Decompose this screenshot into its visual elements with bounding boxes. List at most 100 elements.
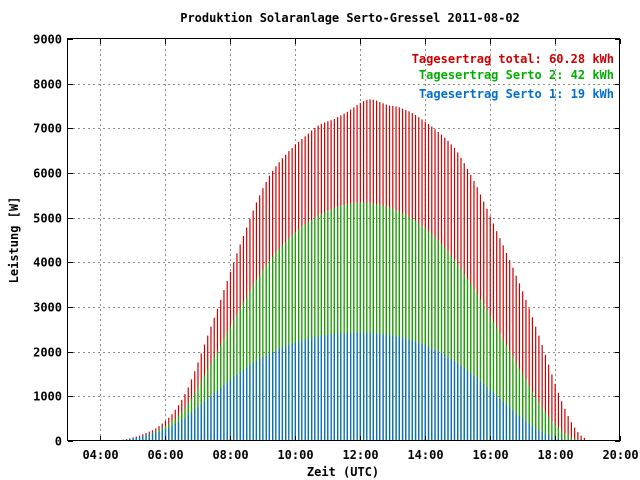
serto-1-bar	[453, 361, 456, 441]
serto-1-bar	[346, 332, 348, 441]
serto-2-bar	[388, 207, 391, 441]
x-tick-label: 04:00	[82, 448, 118, 462]
serto-1-bar	[362, 332, 365, 441]
serto-2-bar	[311, 219, 313, 441]
serto-2-bar	[453, 260, 456, 441]
y-tick-label: 2000	[33, 346, 62, 360]
serto-2-bar	[385, 206, 387, 441]
x-tick-label: 18:00	[537, 448, 573, 462]
serto-1-bar	[541, 432, 543, 441]
serto-1-bar	[304, 339, 306, 441]
serto-1-bar	[324, 335, 326, 441]
serto-2-bar	[330, 209, 332, 441]
serto-2-bar	[505, 344, 508, 441]
serto-1-bar	[255, 361, 258, 441]
x-tick-label: 10:00	[277, 448, 313, 462]
serto-1-bar	[145, 435, 147, 441]
serto-1-bar	[181, 420, 183, 441]
serto-1-bar	[349, 332, 352, 441]
serto-1-bar	[379, 333, 381, 441]
serto-2-bar	[531, 391, 534, 441]
serto-1-bar	[129, 438, 131, 441]
legend-entry-serto-2: Tagesertrag Serto 2: 42 kWh	[419, 68, 614, 82]
serto-2-bar	[463, 273, 465, 441]
serto-2-bar	[272, 256, 274, 441]
serto-1-bar	[184, 417, 186, 441]
serto-2-bar	[359, 202, 361, 441]
serto-1-bar	[515, 413, 517, 441]
serto-2-bar	[476, 294, 478, 441]
serto-2-bar	[427, 231, 430, 441]
serto-1-bar	[447, 357, 449, 441]
serto-1-bar	[366, 332, 368, 441]
y-tick-label: 3000	[33, 301, 62, 315]
serto-1-bar	[307, 338, 309, 441]
serto-2-bar	[554, 424, 556, 441]
serto-2-bar	[369, 203, 371, 441]
x-tick-label: 20:00	[602, 448, 638, 462]
serto-1-bar	[213, 393, 215, 441]
serto-2-bar	[301, 226, 303, 441]
serto-1-bar	[486, 386, 488, 441]
serto-1-bar	[298, 341, 300, 441]
serto-2-bar	[431, 234, 433, 441]
chart-title: Produktion Solaranlage Serto-Gressel 201…	[180, 11, 520, 25]
serto-2-bar	[522, 374, 524, 441]
serto-1-bar	[440, 353, 443, 441]
serto-1-bar	[460, 365, 462, 441]
serto-1-bar	[375, 333, 378, 441]
serto-2-bar	[401, 213, 404, 441]
serto-2-bar	[551, 420, 553, 441]
serto-1-bar	[431, 348, 433, 441]
serto-1-bar	[505, 404, 508, 441]
legend-entry-total: Tagesertrag total: 60.28 kWh	[412, 52, 614, 66]
total-bar	[564, 408, 566, 441]
serto-1-bar	[538, 430, 540, 441]
serto-2-bar	[561, 430, 563, 441]
serto-1-bar	[476, 378, 478, 441]
serto-1-bar	[311, 337, 313, 441]
serto-1-bar	[320, 335, 322, 441]
serto-2-bar	[424, 228, 426, 441]
total-bar	[531, 317, 534, 441]
serto-1-bar	[551, 436, 553, 441]
serto-1-bar	[385, 334, 387, 441]
serto-1-bar	[174, 424, 176, 441]
serto-1-bar	[265, 355, 267, 441]
serto-2-bar	[489, 315, 491, 441]
serto-1-bar	[278, 348, 280, 441]
serto-2-bar	[327, 210, 329, 441]
serto-2-bar	[564, 433, 566, 441]
total-bar	[570, 422, 572, 441]
serto-1-bar	[142, 436, 144, 441]
serto-2-bar	[265, 265, 267, 441]
serto-2-bar	[337, 206, 339, 441]
serto-1-bar	[155, 432, 157, 441]
serto-1-bar	[518, 415, 521, 441]
serto-1-bar	[177, 422, 180, 441]
total-bar	[551, 374, 553, 441]
serto-2-bar	[457, 264, 459, 441]
serto-1-bar	[138, 436, 141, 441]
legend-entry-serto-1: Tagesertrag Serto 1: 19 kWh	[419, 87, 614, 101]
y-tick-label: 9000	[33, 33, 62, 47]
serto-1-bar	[220, 387, 222, 441]
serto-2-bar	[525, 380, 527, 441]
serto-2-bar	[440, 244, 443, 441]
serto-1-bar	[285, 346, 287, 441]
serto-2-bar	[255, 279, 258, 441]
serto-1-bar	[171, 425, 173, 441]
total-bar	[544, 354, 547, 441]
serto-2-bar	[408, 216, 410, 441]
serto-2-bar	[349, 203, 352, 441]
serto-1-bar	[427, 346, 430, 441]
total-bar	[535, 326, 537, 441]
total-bar	[528, 308, 530, 441]
serto-1-bar	[275, 350, 277, 441]
serto-2-bar	[262, 269, 264, 441]
serto-2-bar	[278, 248, 280, 441]
serto-2-bar	[372, 203, 374, 441]
serto-1-bar	[418, 342, 420, 441]
total-bar	[522, 291, 524, 441]
